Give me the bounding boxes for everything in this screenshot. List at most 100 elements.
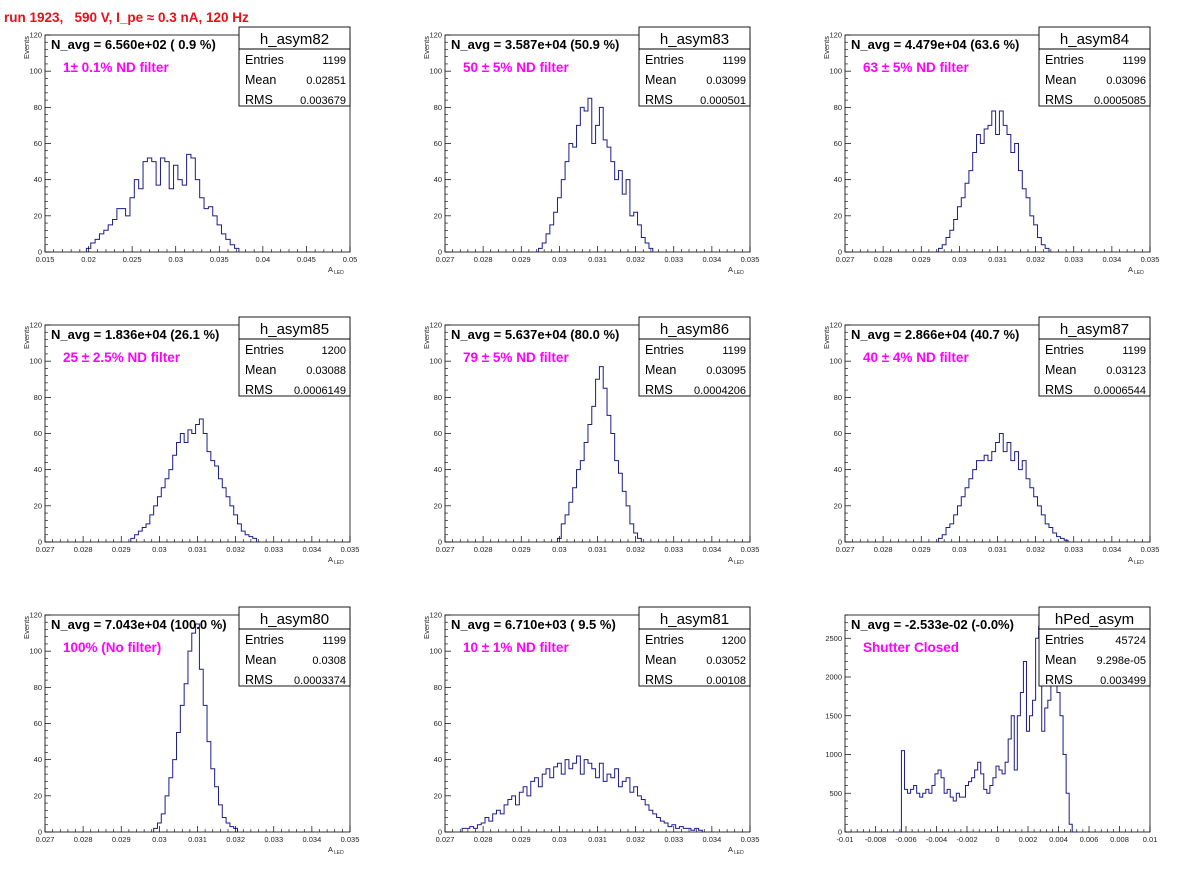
histogram-line (85, 153, 240, 252)
histogram-panel-h_asym82: 0.015 0.02 0.025 0.03 0.035 0.04 0.045 0.05 0 20 4… (22, 26, 358, 276)
y-tick-label: 120 (829, 31, 842, 40)
histogram-line (556, 366, 642, 542)
stats-mean-value: 0.03095 (706, 365, 746, 377)
histogram-panel-h_asym81: 0.027 0.028 0.029 0.03 0.031 0.032 0.033 0.034 0… (422, 606, 759, 856)
stats-entries-value: 1199 (322, 635, 346, 647)
y-tick-label: 20 (34, 211, 42, 220)
histogram-line (937, 433, 1069, 542)
x-tick-label: 0.034 (702, 545, 721, 554)
x-tick-label: 0.05 (343, 255, 358, 264)
stats-rms-label: RMS (645, 383, 673, 397)
stats-rms-value: 0.0003374 (294, 675, 346, 687)
stats-rms-value: 0.0006149 (294, 385, 346, 397)
x-tick-label: 0.033 (664, 545, 683, 554)
y-tick-label: 60 (34, 719, 42, 728)
x-tick-label: 0.033 (1064, 255, 1083, 264)
histogram-name: h_asym85 (260, 321, 329, 338)
stats-mean-label: Mean (645, 73, 676, 87)
x-tick-label: 0.027 (36, 835, 55, 844)
y-tick-label: 120 (429, 611, 442, 620)
x-tick-label: 0.033 (1064, 545, 1083, 554)
x-tick-label: 0.031 (988, 545, 1007, 554)
x-tick-label: 0.03 (552, 835, 567, 844)
x-tick-label: 0.028 (474, 545, 493, 554)
stats-entries-value: 45724 (1115, 635, 1146, 647)
x-tick-label: 0.006 (1080, 835, 1099, 844)
y-tick-label: 80 (434, 683, 442, 692)
x-tick-label: -0.008 (865, 835, 886, 844)
y-tick-label: 100 (829, 357, 842, 366)
n-avg-label: N_avg = 6.560e+02 ( 0.9 %) (51, 37, 216, 52)
y-tick-label: 0 (438, 828, 442, 837)
x-tick-label: 0.035 (741, 545, 760, 554)
y-tick-label: 20 (834, 501, 842, 510)
stats-entries-label: Entries (245, 633, 284, 647)
stats-box-frame (638, 316, 751, 397)
stats-rms-label: RMS (645, 673, 673, 687)
x-tick-label: 0.028 (474, 255, 493, 264)
stats-rms-value: 0.0005085 (1094, 95, 1146, 107)
y-tick-label: 80 (434, 103, 442, 112)
x-tick-label: 0.034 (302, 545, 321, 554)
y-tick-label: 20 (34, 501, 42, 510)
y-tick-label: 100 (29, 647, 42, 656)
x-tick-label: 0.027 (436, 255, 455, 264)
stats-box: h_asym85 Entries 1200 Mean 0.03088 RMS 0.00061… (238, 316, 351, 397)
x-axis-label-subscript: LED (734, 560, 744, 566)
histogram-panel-h_asym83: 0.027 0.028 0.029 0.03 0.031 0.032 0.033 0.034 0… (422, 26, 759, 276)
x-tick-label: 0.034 (1102, 545, 1121, 554)
x-tick-label: 0.03 (152, 545, 167, 554)
histogram-panel-h_asym86: 0.027 0.028 0.029 0.03 0.031 0.032 0.033 0.034 0… (422, 316, 760, 566)
stats-entries-value: 1199 (322, 55, 346, 67)
x-tick-label: 0.034 (1102, 255, 1121, 264)
y-tick-label: 60 (434, 139, 442, 148)
x-tick-label: 0.02 (81, 255, 96, 264)
filter-label: 25 ± 2.5% ND filter (63, 350, 181, 365)
x-tick-label: 0.035 (1141, 255, 1160, 264)
x-tick-label: 0 (995, 835, 999, 844)
y-axis-label: Events (22, 326, 31, 349)
x-tick-label: 0.027 (36, 545, 55, 554)
x-tick-label: 0.032 (626, 545, 645, 554)
y-tick-label: 2000 (825, 673, 842, 682)
stats-entries-label: Entries (645, 53, 684, 67)
x-tick-label: 0.034 (702, 255, 721, 264)
y-tick-label: 40 (34, 755, 42, 764)
x-tick-label: 0.032 (226, 545, 245, 554)
stats-entries-label: Entries (245, 343, 284, 357)
x-tick-label: -0.004 (926, 835, 947, 844)
y-tick-label: 40 (34, 175, 42, 184)
y-tick-label: 40 (434, 465, 442, 474)
x-axis-label: A (1128, 265, 1133, 274)
stats-mean-label: Mean (1045, 363, 1076, 377)
y-tick-label: 100 (429, 67, 442, 76)
x-tick-label: 0.029 (112, 545, 131, 554)
x-tick-label: 0.027 (436, 835, 455, 844)
stats-entries-value: 1199 (1122, 55, 1146, 67)
y-tick-label: 40 (434, 755, 442, 764)
n-avg-label: N_avg = 5.637e+04 (80.0 %) (451, 327, 619, 342)
stats-rms-label: RMS (245, 673, 273, 687)
stats-box-frame (1038, 606, 1151, 687)
y-tick-label: 2500 (825, 634, 842, 643)
x-tick-label: 0.033 (264, 545, 283, 554)
stats-box: hPed_asym Entries 45724 Mean 9.298e-05 RMS 0.0… (1038, 606, 1151, 687)
x-tick-label: 0.029 (512, 835, 531, 844)
histogram-name: h_asym87 (1060, 321, 1129, 338)
x-axis-label-subscript: LED (1134, 560, 1144, 566)
histogram-panel-h_asym85: 0.027 0.028 0.029 0.03 0.031 0.032 0.033 0.034 0… (22, 316, 359, 566)
y-tick-label: 120 (29, 31, 42, 40)
x-tick-label: 0.029 (912, 255, 931, 264)
y-tick-label: 1000 (825, 750, 842, 759)
x-tick-label: 0.034 (302, 835, 321, 844)
x-tick-label: 0.025 (123, 255, 142, 264)
y-tick-label: 60 (34, 429, 42, 438)
x-tick-label: 0.029 (112, 835, 131, 844)
stats-mean-label: Mean (645, 363, 676, 377)
y-axis-label: Events (822, 36, 831, 59)
y-tick-label: 60 (434, 719, 442, 728)
x-tick-label: 0.015 (36, 255, 55, 264)
x-tick-label: 0.031 (588, 255, 607, 264)
y-tick-label: 0 (438, 538, 442, 547)
